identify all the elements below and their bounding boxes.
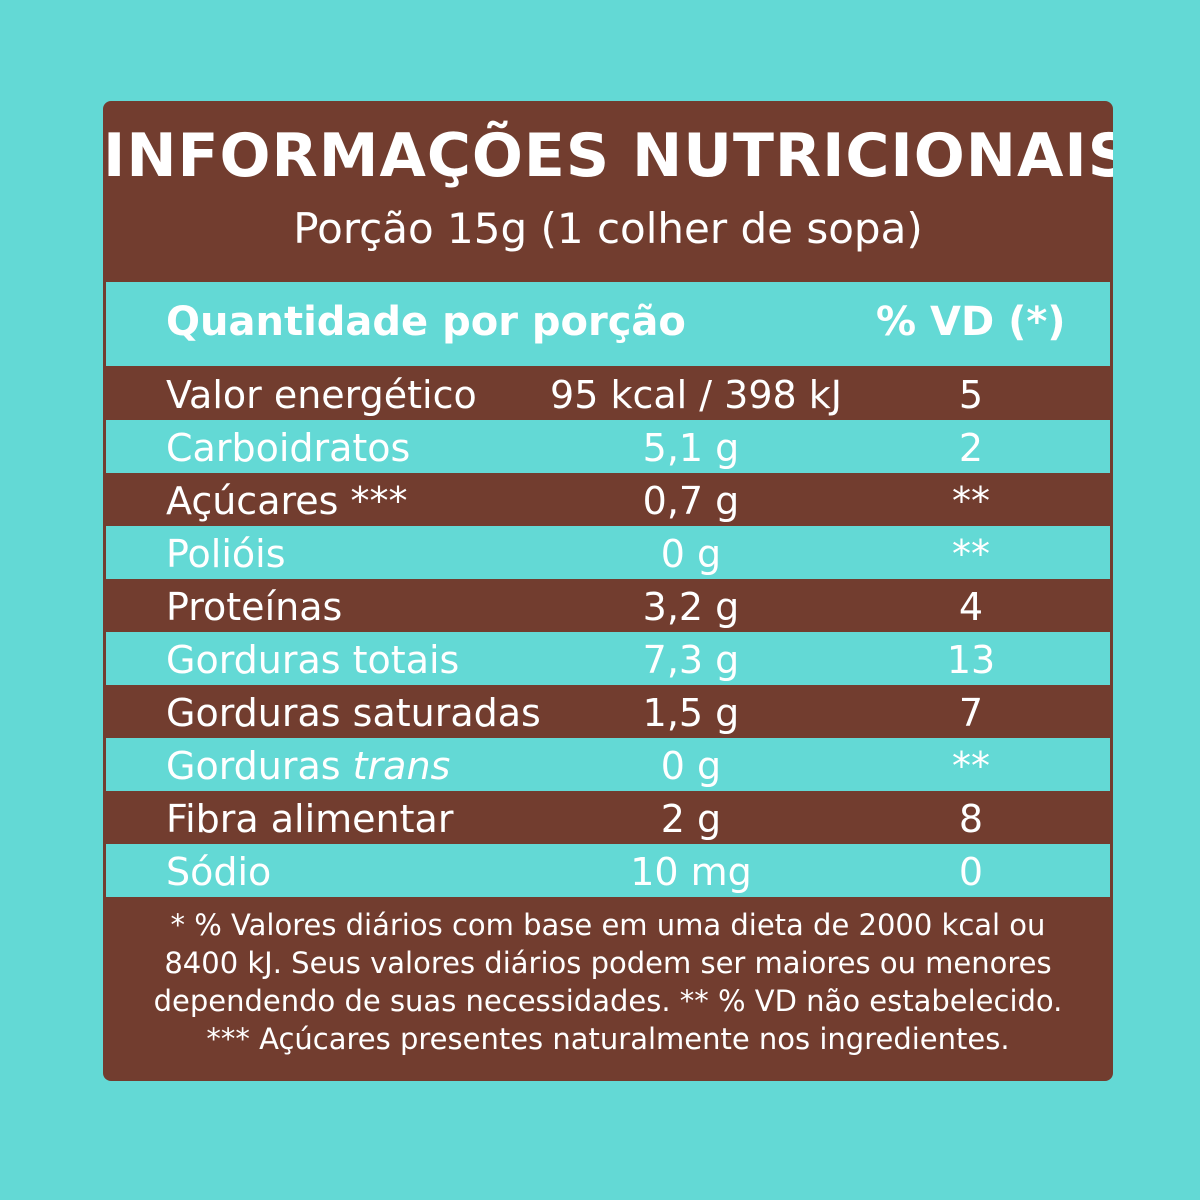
footnote-line: * % Valores diários com base em uma diet…: [170, 908, 1046, 942]
nutrient-vd: 4: [958, 585, 984, 629]
nutrient-quantity: 5,1 g: [642, 426, 740, 470]
nutrient-name: Valor energético: [166, 373, 477, 417]
footnote: * % Valores diários com base em uma diet…: [103, 906, 1113, 1058]
table-header-row: Quantidade por porção % VD (*): [106, 282, 1110, 366]
nutrient-name: Sódio: [166, 850, 272, 894]
nutrient-quantity: 2 g: [660, 797, 722, 841]
table-row: Açúcares *** 0,7 g **: [106, 473, 1110, 526]
table-row: Valor energético 95 kcal / 398 kJ 5: [106, 367, 1110, 420]
nutrient-table: Valor energético 95 kcal / 398 kJ 5 Carb…: [106, 367, 1110, 897]
nutrient-quantity: 0 g: [660, 744, 722, 788]
nutrient-name: Fibra alimentar: [166, 797, 454, 841]
nutrient-name: Proteínas: [166, 585, 343, 629]
nutrient-quantity: 95 kcal / 398 kJ: [550, 373, 842, 417]
nutrient-vd: 0: [958, 850, 984, 894]
nutrient-quantity: 7,3 g: [642, 638, 740, 682]
nutrient-quantity: 0,7 g: [642, 479, 740, 523]
nutrient-vd: 13: [946, 638, 996, 682]
nutrient-vd: 8: [958, 797, 984, 841]
nutrient-quantity: 3,2 g: [642, 585, 740, 629]
table-row: Carboidratos 5,1 g 2: [106, 420, 1110, 473]
nutrient-vd: 7: [958, 691, 984, 735]
nutrient-name: Carboidratos: [166, 426, 411, 470]
nutrient-name: Gorduras trans: [166, 744, 451, 788]
table-row: Fibra alimentar 2 g 8: [106, 791, 1110, 844]
table-row: Gorduras saturadas 1,5 g 7: [106, 685, 1110, 738]
nutrient-name: Polióis: [166, 532, 286, 576]
nutrient-quantity: 10 mg: [630, 850, 752, 894]
table-row: Sódio 10 mg 0: [106, 844, 1110, 897]
nutrient-quantity: 1,5 g: [642, 691, 740, 735]
nutrient-vd: 2: [958, 426, 984, 470]
serving-size: Porção 15g (1 colher de sopa): [293, 204, 923, 253]
table-row: Proteínas 3,2 g 4: [106, 579, 1110, 632]
nutrient-vd: 5: [958, 373, 984, 417]
nutrient-vd: **: [952, 532, 990, 576]
panel-title: INFORMAÇÕES NUTRICIONAIS: [103, 121, 1113, 191]
header-quantity: Quantidade por porção: [166, 299, 686, 345]
table-row: Gorduras totais 7,3 g 13: [106, 632, 1110, 685]
nutrient-quantity: 0 g: [660, 532, 722, 576]
table-row: Gorduras trans 0 g **: [106, 738, 1110, 791]
nutrient-vd: **: [952, 479, 990, 523]
footnote-line: *** Açúcares presentes naturalmente nos …: [206, 1022, 1010, 1056]
nutrient-name: Açúcares ***: [166, 479, 408, 523]
footnote-line: dependendo de suas necessidades. ** % VD…: [153, 984, 1063, 1018]
table-row: Polióis 0 g **: [106, 526, 1110, 579]
header-vd: % VD (*): [876, 299, 1066, 345]
nutrient-name: Gorduras saturadas: [166, 691, 541, 735]
nutrient-name: Gorduras totais: [166, 638, 460, 682]
footnote-line: 8400 kJ. Seus valores diários podem ser …: [164, 946, 1052, 980]
nutrition-facts-panel: INFORMAÇÕES NUTRICIONAIS Porção 15g (1 c…: [103, 101, 1113, 1081]
nutrient-vd: **: [952, 744, 990, 788]
